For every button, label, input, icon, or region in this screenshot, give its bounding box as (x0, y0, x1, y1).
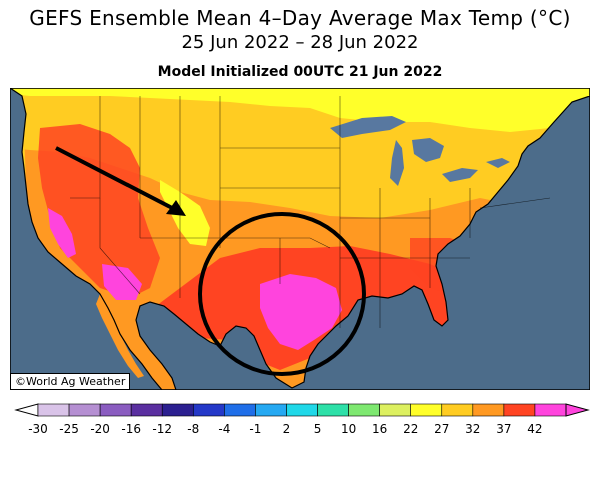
legend-label: 2 (283, 422, 291, 436)
legend-label: 5 (314, 422, 322, 436)
legend-swatch (255, 403, 287, 417)
legend-swatch (286, 403, 318, 417)
temperature-map (10, 88, 590, 390)
legend-label: -1 (249, 422, 261, 436)
legend-low-end (14, 403, 39, 417)
legend-label: -20 (90, 422, 110, 436)
legend-label: -4 (218, 422, 230, 436)
great-lakes (330, 116, 510, 186)
arrow-annotation (55, 146, 186, 216)
legend-label: -12 (152, 422, 172, 436)
legend-label: 37 (496, 422, 511, 436)
baja-peninsula (96, 294, 144, 378)
legend-label: 27 (434, 422, 449, 436)
legend-label: 42 (527, 422, 542, 436)
legend-label: 10 (341, 422, 356, 436)
legend-swatch (68, 403, 101, 417)
legend-swatch (441, 403, 474, 417)
legend-label: 16 (372, 422, 387, 436)
legend-label: -30 (28, 422, 48, 436)
legend-label: 32 (465, 422, 480, 436)
legend-swatch (379, 403, 412, 417)
legend-swatch (99, 403, 132, 417)
map-title: GEFS Ensemble Mean 4–Day Average Max Tem… (29, 6, 571, 30)
state-borders (70, 96, 551, 328)
legend-label: -16 (121, 422, 141, 436)
legend-swatch (161, 403, 194, 417)
legend-swatch (410, 403, 443, 417)
model-init-label: Model Initialized 00UTC 21 Jun 2022 (157, 64, 443, 80)
legend-swatch (192, 403, 225, 417)
legend-swatch (348, 403, 380, 417)
legend-label: -8 (187, 422, 199, 436)
credit-label: ©World Ag Weather (10, 373, 131, 390)
legend-swatch (503, 403, 536, 417)
legend-swatch (534, 403, 567, 417)
legend-swatch (37, 403, 70, 417)
legend-label: -25 (59, 422, 79, 436)
legend-swatch (472, 403, 505, 417)
date-range: 25 Jun 2022 – 28 Jun 2022 (181, 32, 419, 53)
color-legend: -30 -25 -20 -16 -12 -8 -4 -1 2 5 10 16 22 27 32 37 42 (14, 403, 590, 436)
legend-swatch (317, 403, 349, 417)
legend-swatch (224, 403, 256, 417)
legend-high-end (565, 403, 590, 417)
circle-annotation (198, 212, 366, 376)
legend-swatch (130, 403, 163, 417)
legend-label: 22 (403, 422, 418, 436)
